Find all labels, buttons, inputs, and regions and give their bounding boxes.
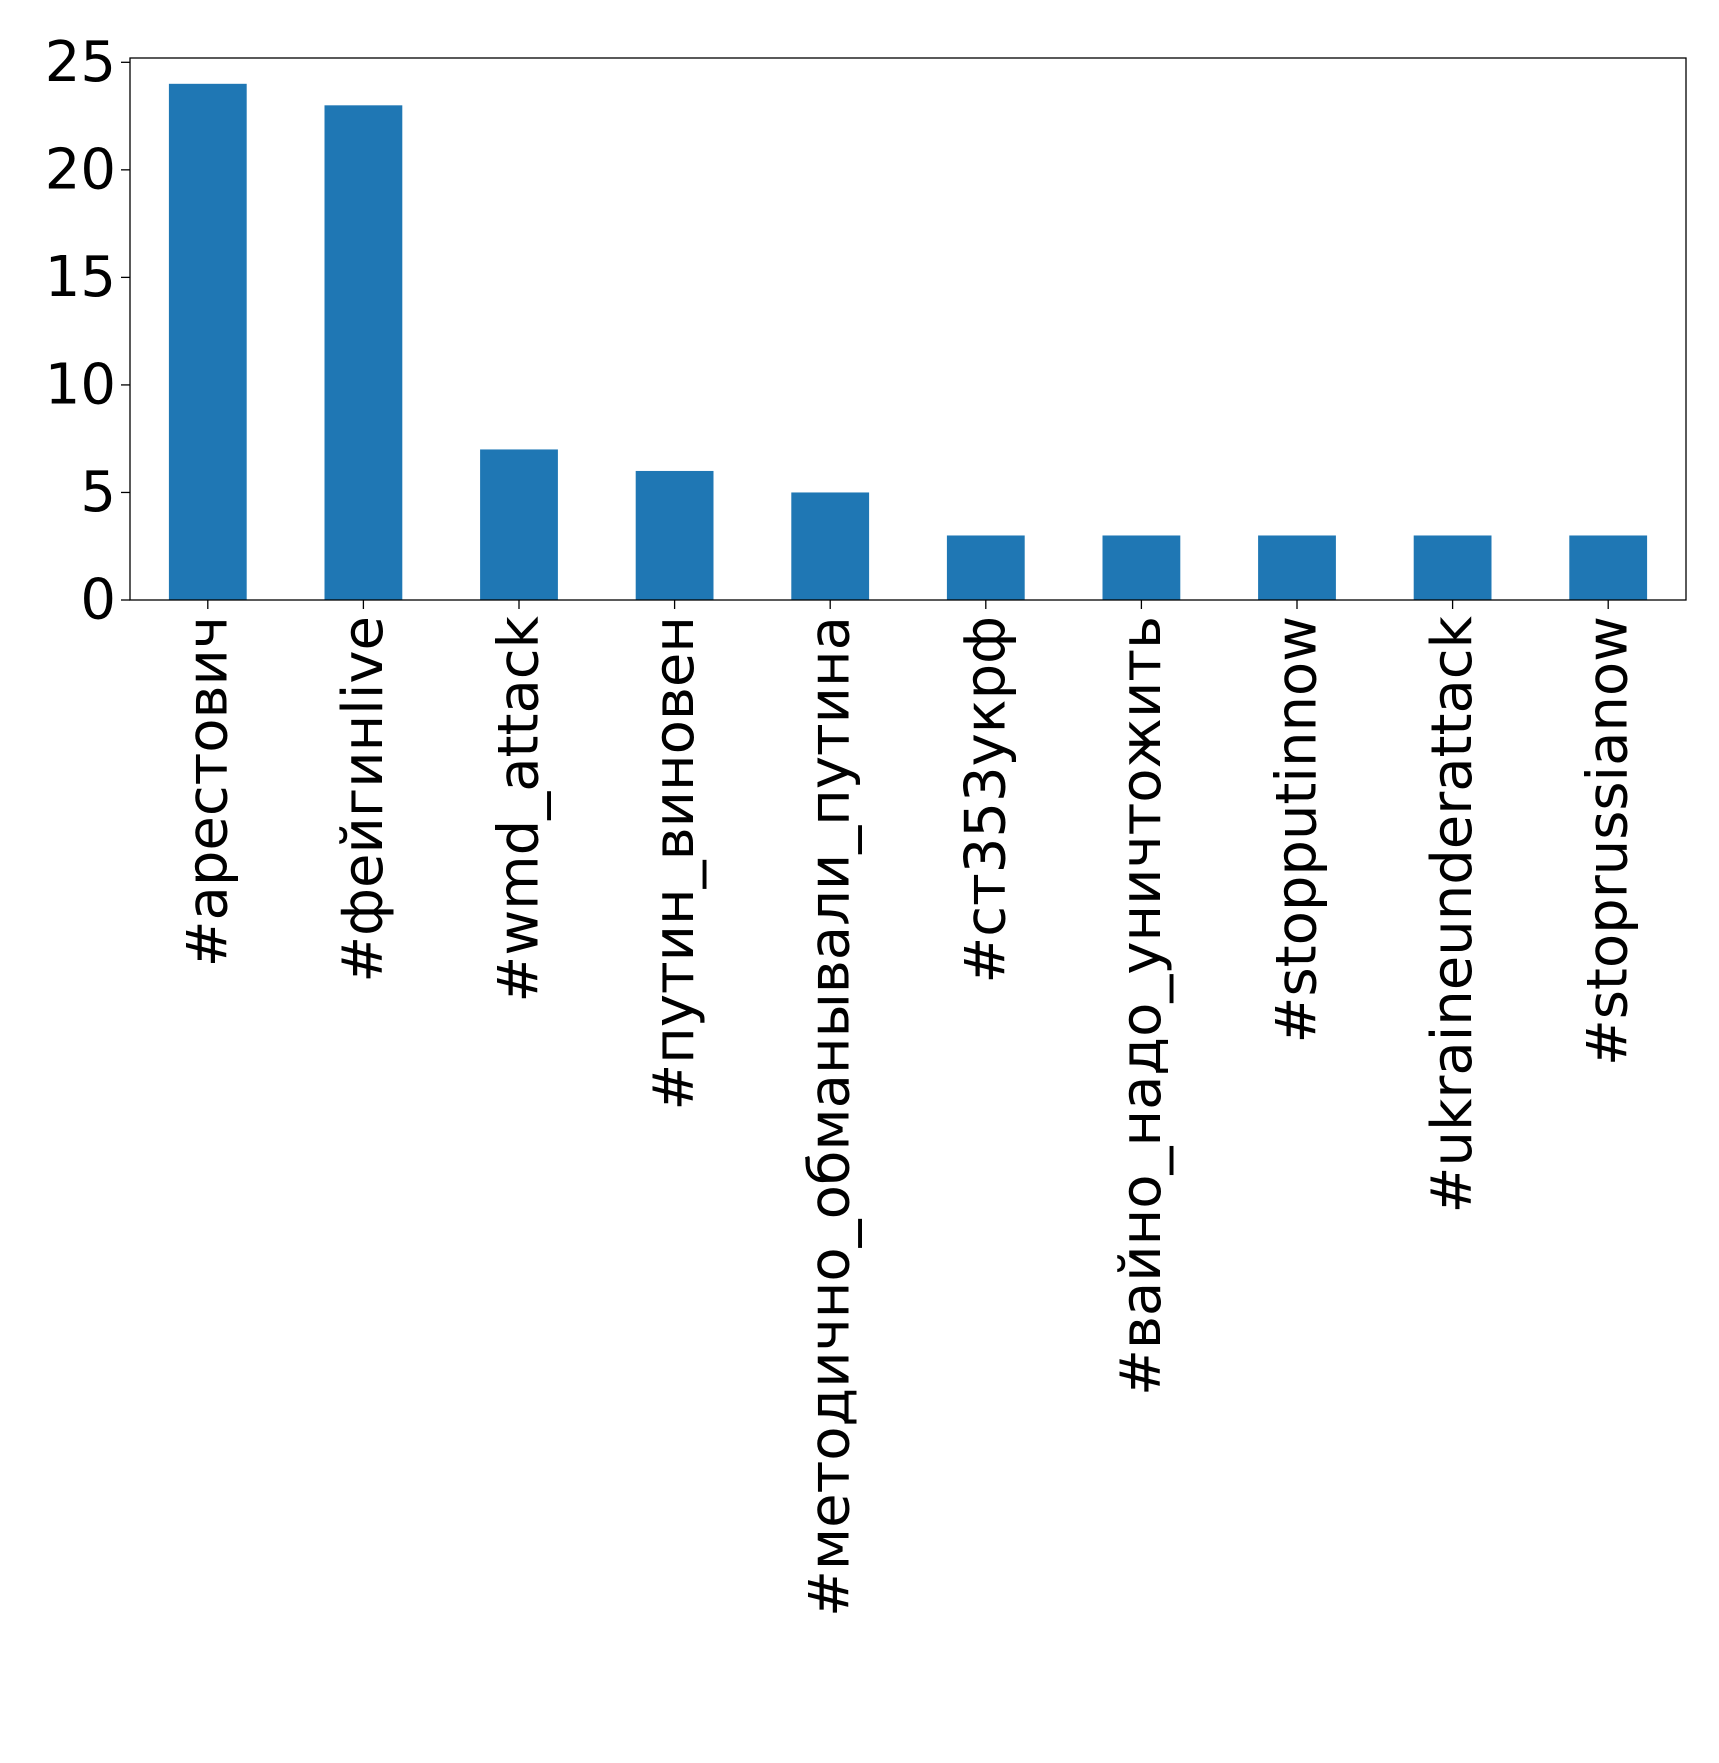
x-tick-label: #вайно_надо_уничтожить bbox=[1109, 616, 1174, 1396]
bar-4 bbox=[635, 470, 714, 600]
y-tick-label: 20 bbox=[45, 137, 116, 202]
x-tick-label: #методично_обманывали_путина bbox=[798, 616, 863, 1617]
bar-2 bbox=[324, 105, 403, 601]
bars-group bbox=[168, 83, 1648, 601]
bar-6 bbox=[946, 535, 1025, 600]
x-tick-label: #ст353укрф bbox=[953, 616, 1018, 984]
x-tick-label: #ukraineunderattack bbox=[1420, 615, 1485, 1213]
x-tick-label: #путин_виновен bbox=[642, 616, 707, 1111]
x-tick-label: #wmd_attack bbox=[487, 615, 552, 1002]
y-tick-label: 0 bbox=[80, 568, 116, 633]
bar-1 bbox=[168, 83, 247, 601]
y-tick-label: 5 bbox=[80, 460, 116, 525]
bar-3 bbox=[480, 449, 558, 600]
x-tick-label: #арестович bbox=[175, 616, 240, 967]
bar-9 bbox=[1413, 535, 1492, 600]
y-tick-label: 15 bbox=[45, 245, 116, 310]
y-axis: 0 5 10 15 20 25 bbox=[45, 30, 130, 633]
bar-5 bbox=[791, 492, 870, 600]
bar-10 bbox=[1569, 535, 1648, 600]
x-tick-label: #stoprussianow bbox=[1576, 616, 1641, 1066]
y-tick-label: 10 bbox=[45, 352, 116, 417]
bar-7 bbox=[1102, 535, 1181, 600]
x-tick-label: #stopputinnow bbox=[1265, 616, 1330, 1043]
y-tick-label: 25 bbox=[45, 30, 116, 95]
plot-frame bbox=[129, 57, 1687, 601]
x-axis: #арестович #фейгинlive #wmd_attack #путин_в… bbox=[175, 600, 1641, 1617]
x-tick-label: #фейгинlive bbox=[331, 616, 396, 983]
bar-8 bbox=[1258, 535, 1336, 600]
